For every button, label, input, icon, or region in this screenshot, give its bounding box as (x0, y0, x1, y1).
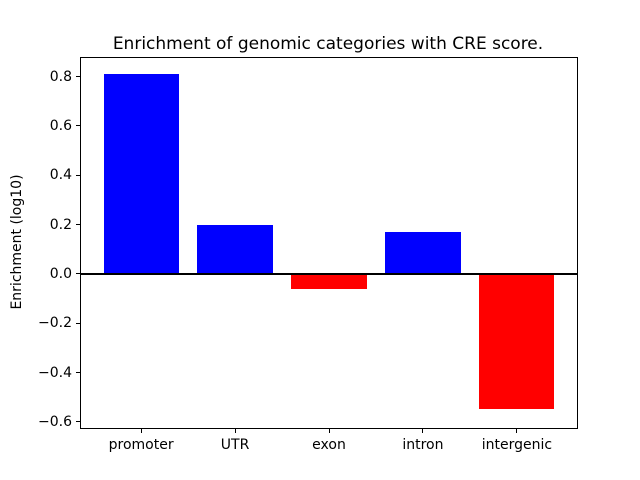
y-tick-mark (76, 224, 80, 225)
zero-line (81, 272, 577, 275)
bar-exon (291, 273, 367, 289)
y-axis-label: Enrichment (log10) (9, 174, 25, 310)
bar-promoter (103, 74, 179, 274)
y-tick-label: 0.8 (49, 68, 72, 85)
y-tick-label: −0.2 (38, 315, 72, 332)
x-tick-mark (422, 429, 424, 433)
y-tick-mark (76, 125, 80, 127)
y-tick-label: 0.0 (49, 265, 72, 282)
x-tick-mark (234, 429, 236, 433)
y-tick-label: −0.4 (38, 364, 72, 381)
y-tick-mark (76, 421, 80, 423)
y-tick-mark (76, 76, 80, 77)
y-tick-label: 0.4 (49, 167, 72, 184)
x-tick-label-intron: intron (402, 437, 444, 453)
plot-area: 0.8 0.6 0.4 0.2 0.0 −0.2 −0.4 −0.6 promoter UTR ex… (38, 57, 578, 453)
y-tick-label: 0.2 (49, 216, 72, 233)
x-tick-label-UTR: UTR (220, 437, 250, 453)
y-tick-mark (76, 174, 80, 176)
x-tick-label-promoter: promoter (108, 437, 174, 453)
x-tick-mark (516, 429, 518, 433)
y-tick-mark (76, 322, 80, 324)
y-tick-label: −0.6 (38, 413, 72, 430)
bar-intergenic (479, 273, 555, 410)
x-tick-label-exon: exon (312, 437, 346, 453)
y-tick-mark (76, 372, 80, 373)
x-tick-mark (140, 429, 142, 433)
x-tick-mark (328, 429, 330, 433)
y-tick-mark (76, 273, 80, 275)
bar-UTR (197, 224, 273, 274)
chart-title: Enrichment of genomic categories with CR… (112, 34, 544, 54)
bar-intron (385, 231, 461, 274)
x-tick-label-intergenic: intergenic (481, 437, 553, 453)
y-tick-label: 0.6 (49, 117, 72, 134)
